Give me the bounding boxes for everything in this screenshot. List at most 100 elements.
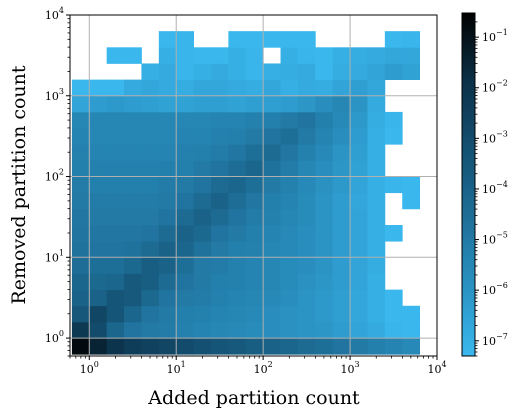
heatmap-cell bbox=[158, 31, 177, 48]
heatmap-cell bbox=[384, 31, 403, 48]
colorbar-tick-label: 10−2 bbox=[482, 79, 508, 95]
heatmap-cell bbox=[245, 241, 264, 258]
heatmap-cell bbox=[210, 225, 229, 242]
heatmap-cell bbox=[384, 63, 403, 81]
heatmap-cell bbox=[89, 208, 108, 226]
heatmap-cell bbox=[332, 289, 351, 307]
heatmap-cell bbox=[402, 338, 421, 355]
heatmap-cell bbox=[106, 289, 125, 307]
heatmap-cell bbox=[280, 273, 299, 291]
heatmap-cell bbox=[176, 111, 194, 129]
heatmap-cell bbox=[106, 241, 125, 258]
heatmap-cell bbox=[210, 305, 229, 323]
heatmap-cell bbox=[176, 160, 194, 177]
y-tick-label: 101 bbox=[45, 248, 64, 264]
heatmap-cell bbox=[124, 257, 142, 274]
heatmap-cell bbox=[193, 273, 212, 291]
heatmap-cell bbox=[210, 144, 229, 161]
heatmap-cell bbox=[332, 128, 351, 145]
heatmap-cell bbox=[158, 338, 177, 355]
heatmap-cell bbox=[89, 241, 108, 258]
heatmap-cell bbox=[245, 144, 264, 161]
heatmap-cell bbox=[297, 273, 316, 291]
heatmap-cell bbox=[158, 289, 177, 307]
x-axis-label: Added partition count bbox=[147, 387, 360, 409]
heatmap-cell bbox=[176, 192, 194, 210]
heatmap-cell bbox=[245, 128, 264, 145]
heatmap-cell bbox=[193, 241, 212, 258]
heatmap-cell bbox=[245, 208, 264, 226]
heatmap-cell bbox=[210, 273, 229, 291]
heatmap-cell bbox=[176, 176, 194, 194]
heatmap-cell bbox=[350, 176, 368, 194]
heatmap-cell bbox=[193, 95, 212, 113]
heatmap-cell bbox=[71, 321, 90, 339]
heatmap-cell bbox=[210, 95, 229, 113]
heatmap-cell bbox=[245, 31, 264, 48]
heatmap-cell bbox=[141, 63, 160, 81]
heatmap-cell bbox=[297, 144, 316, 161]
heatmap-cell bbox=[89, 192, 108, 210]
heatmap-cell bbox=[89, 176, 108, 194]
heatmap-cell bbox=[280, 192, 299, 210]
heatmap-cell bbox=[210, 289, 229, 307]
heatmap-cell bbox=[89, 160, 108, 177]
heatmap-cell bbox=[315, 225, 334, 242]
heatmap-cell bbox=[158, 79, 177, 97]
heatmap-cell bbox=[158, 225, 177, 242]
heatmap-cell bbox=[210, 257, 229, 274]
heatmap-cell bbox=[315, 257, 334, 274]
heatmap-cell bbox=[106, 257, 125, 274]
heatmap-cell bbox=[384, 289, 403, 307]
heatmap-cell bbox=[297, 321, 316, 339]
heatmap-cell bbox=[71, 160, 90, 177]
heatmap-cell bbox=[280, 289, 299, 307]
heatmap-cell bbox=[176, 31, 194, 48]
y-axis-ticks: 100 101 102 103 104 bbox=[45, 6, 70, 357]
heatmap-cell bbox=[228, 257, 247, 274]
heatmap-cell bbox=[124, 47, 142, 64]
heatmap-cell bbox=[350, 160, 368, 177]
heatmap-cell bbox=[367, 257, 386, 274]
heatmap-cell bbox=[89, 144, 108, 161]
heatmap-cell bbox=[263, 338, 281, 355]
heatmap-cell bbox=[71, 225, 90, 242]
heatmap-cell bbox=[297, 31, 316, 48]
heatmap-cell bbox=[315, 128, 334, 145]
heatmap-cell bbox=[158, 192, 177, 210]
heatmap-cell bbox=[106, 79, 125, 97]
heatmap-cell bbox=[141, 111, 160, 129]
heatmap-cell bbox=[384, 128, 403, 145]
heatmap-cell bbox=[89, 305, 108, 323]
heatmap-cell bbox=[158, 63, 177, 81]
heatmap-cell bbox=[350, 95, 368, 113]
x-tick-label: 100 bbox=[80, 360, 99, 376]
heatmap-cell bbox=[193, 305, 212, 323]
heatmap-cell bbox=[89, 225, 108, 242]
heatmap-cell bbox=[367, 160, 386, 177]
heatmap-cell bbox=[89, 273, 108, 291]
heatmap-cell bbox=[297, 241, 316, 258]
heatmap-cell bbox=[124, 128, 142, 145]
heatmap-cell bbox=[280, 257, 299, 274]
heatmap-cell bbox=[228, 111, 247, 129]
heatmap-cell bbox=[402, 176, 421, 194]
heatmap-cell bbox=[263, 111, 281, 129]
heatmap-cell bbox=[367, 241, 386, 258]
heatmap-cell bbox=[367, 338, 386, 355]
heatmap-cell bbox=[297, 225, 316, 242]
heatmap-cell bbox=[71, 273, 90, 291]
heatmap-cell bbox=[193, 111, 212, 129]
heatmap-cell bbox=[124, 338, 142, 355]
heatmap-cell bbox=[210, 192, 229, 210]
heatmap-cell bbox=[228, 128, 247, 145]
heatmap-cell bbox=[176, 241, 194, 258]
heatmap-cell bbox=[124, 241, 142, 258]
heatmap-cell bbox=[158, 176, 177, 194]
heatmap-cell bbox=[228, 31, 247, 48]
heatmap-cell bbox=[245, 79, 264, 97]
heatmap-cell bbox=[228, 144, 247, 161]
heatmap-cell bbox=[176, 305, 194, 323]
heatmap-cell bbox=[280, 305, 299, 323]
heatmap-cell bbox=[193, 225, 212, 242]
